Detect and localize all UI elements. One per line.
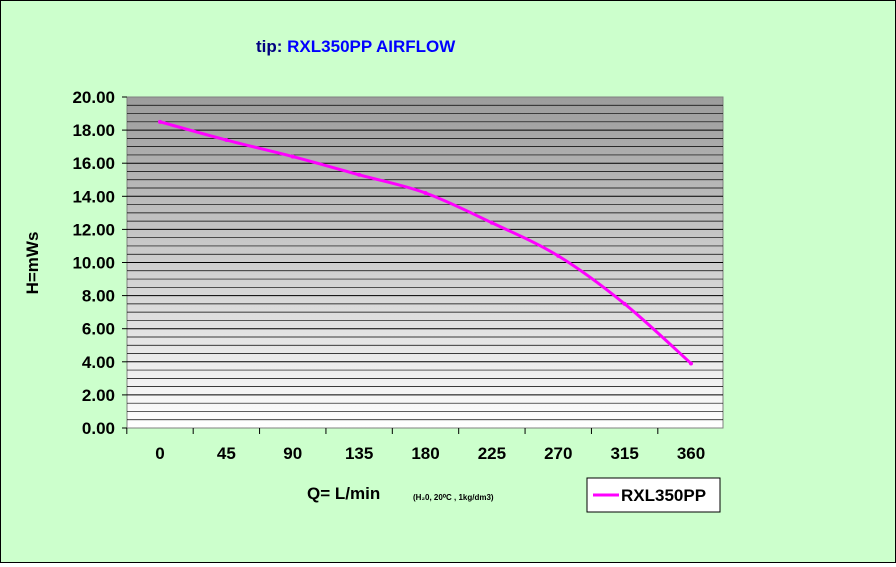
y-tick-label: 6.00: [82, 320, 115, 339]
y-tick-label: 12.00: [72, 220, 115, 239]
x-tick-label: 90: [283, 444, 302, 463]
y-axis-ticks: 0.00 2.00 4.00 6.00 8.00 10.00 12.00 14.00 16.00…: [72, 88, 127, 438]
y-tick-label: 2.00: [82, 386, 115, 405]
series-point: [224, 138, 229, 143]
y-tick-label: 8.00: [82, 287, 115, 306]
x-tick-label: 360: [677, 444, 705, 463]
chart-title-main: RXL350PP AIRFLOW: [287, 37, 456, 56]
x-axis-label: Q= L/min: [307, 484, 380, 503]
x-tick-label: 270: [544, 444, 572, 463]
y-tick-label: 10.00: [72, 254, 115, 273]
y-tick-label: 18.00: [72, 121, 115, 140]
series-point: [423, 190, 428, 195]
x-axis-note: (H₂0, 20⁰C , 1kg/dm3): [413, 493, 494, 502]
legend-label: RXL350PP: [621, 486, 706, 505]
series-point: [556, 253, 561, 258]
y-tick-label: 14.00: [72, 187, 115, 206]
x-tick-label: 180: [411, 444, 439, 463]
y-tick-label: 20.00: [72, 88, 115, 107]
y-tick-label: 4.00: [82, 353, 115, 372]
series-point: [489, 220, 494, 225]
chart-title: tip: RXL350PP AIRFLOW: [256, 37, 456, 56]
series-point: [158, 119, 162, 124]
x-axis-ticks: 0 45 90 135 180 225 270 315 360: [126, 428, 705, 463]
series-point: [689, 361, 693, 366]
x-tick-label: 315: [610, 444, 638, 463]
legend: RXL350PP: [586, 477, 721, 513]
x-tick-label: 45: [217, 444, 236, 463]
x-tick-label: 135: [345, 444, 373, 463]
x-tick-label: 0: [155, 444, 164, 463]
y-tick-label: 0.00: [82, 419, 115, 438]
series-point: [357, 172, 362, 177]
y-axis-label: H=mWs: [23, 232, 42, 295]
grid-lines: [127, 104, 723, 421]
chart-title-prefix: tip:: [256, 37, 287, 56]
series-point: [622, 301, 627, 306]
series-point: [290, 154, 295, 159]
x-tick-label: 225: [478, 444, 506, 463]
series-layer: [158, 119, 693, 366]
y-tick-label: 16.00: [72, 154, 115, 173]
